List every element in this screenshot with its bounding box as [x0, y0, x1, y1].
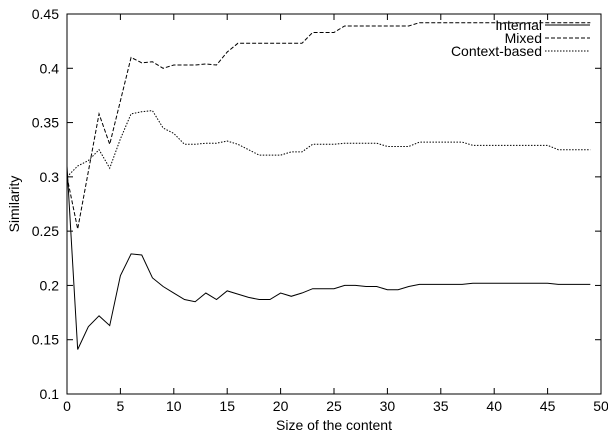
x-tick-label: 0 [63, 398, 71, 414]
x-tick-label: 35 [433, 398, 449, 414]
y-tick-label: 0.15 [32, 332, 59, 348]
x-axis-title: Size of the content [276, 417, 392, 433]
legend-label: Mixed [505, 30, 542, 46]
legend-label: Internal [495, 17, 542, 33]
x-tick-label: 5 [117, 398, 125, 414]
legend-label: Context-based [451, 43, 542, 59]
x-tick-label: 10 [166, 398, 182, 414]
y-tick-label: 0.4 [40, 60, 60, 76]
y-tick-label: 0.45 [32, 6, 59, 22]
x-tick-label: 45 [540, 398, 556, 414]
axis-ticks: 0 5 10 15 20 25 30 35 40 45 50 0.1 0.15 0.2 0.25 0.3 0.3… [32, 6, 608, 414]
series-lines [66, 22, 591, 350]
x-tick-label: 50 [593, 398, 608, 414]
series-line-mixed [66, 22, 591, 230]
y-tick-label: 0.35 [32, 115, 59, 131]
y-tick-label: 0.25 [32, 223, 59, 239]
series-line-internal [66, 165, 591, 350]
series-line-context-based [66, 110, 591, 178]
x-tick-label: 40 [486, 398, 502, 414]
y-tick-label: 0.3 [40, 169, 60, 185]
plot-frame [66, 13, 602, 395]
x-tick-label: 20 [273, 398, 289, 414]
y-tick-label: 0.1 [40, 386, 60, 402]
x-tick-label: 25 [326, 398, 342, 414]
x-tick-label: 30 [380, 398, 396, 414]
y-axis-title: Similarity [6, 176, 22, 233]
y-tick-label: 0.2 [40, 277, 60, 293]
x-tick-label: 15 [219, 398, 235, 414]
